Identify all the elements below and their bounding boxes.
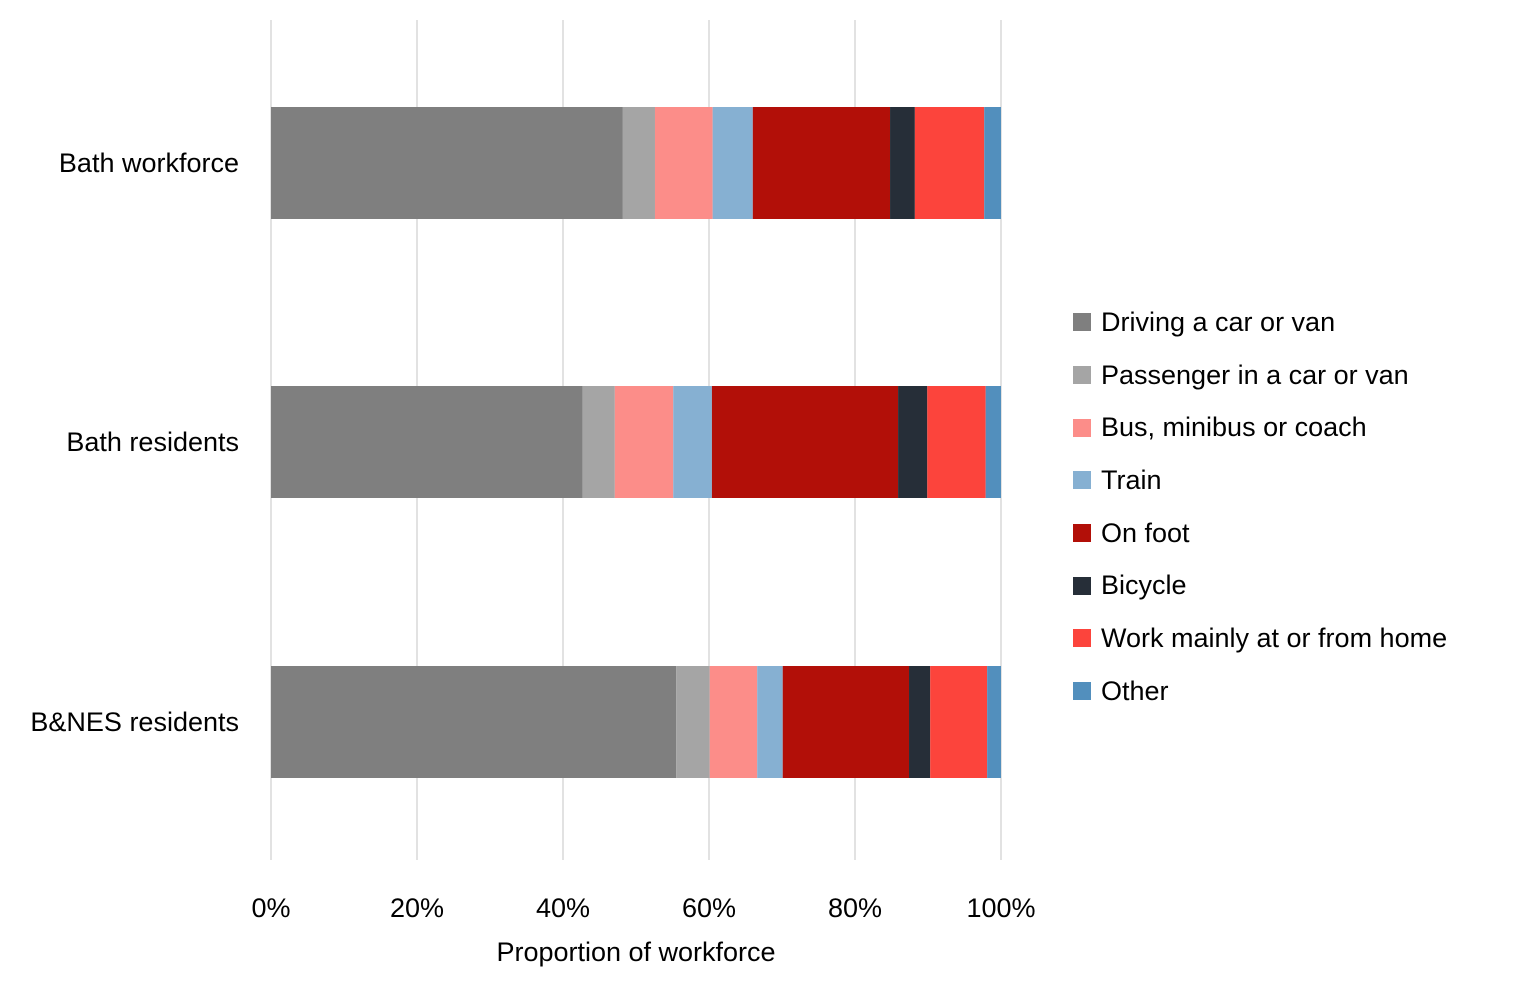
bar-segment — [676, 666, 710, 778]
bar-segment — [673, 386, 712, 498]
x-tick-label: 80% — [828, 893, 882, 923]
bar-segment — [890, 107, 915, 219]
legend-item: Driving a car or van — [1073, 296, 1447, 349]
x-axis-title: Proportion of workforce — [496, 937, 775, 967]
bar-segment — [271, 107, 623, 219]
bar-segment — [782, 666, 910, 778]
legend-label: Bicycle — [1101, 570, 1187, 601]
legend-swatch — [1073, 313, 1091, 332]
bar-segment — [930, 666, 988, 778]
x-tick-label: 20% — [390, 893, 444, 923]
x-tick-label: 100% — [966, 893, 1035, 923]
x-tick-label: 0% — [251, 893, 290, 923]
bar-segment — [271, 666, 677, 778]
x-axis-ticks: 0% 20% 40% 60% 80% 100% — [251, 893, 1035, 923]
legend-item: Passenger in a car or van — [1073, 349, 1447, 402]
legend-swatch — [1073, 418, 1091, 437]
bar-segment — [752, 107, 891, 219]
legend-label: Train — [1101, 464, 1162, 495]
category-label: Bath residents — [66, 427, 239, 457]
bar-segment — [614, 386, 674, 498]
legend-swatch — [1073, 682, 1091, 701]
bar-group — [271, 107, 1001, 219]
y-axis-categories: Bath workforce Bath residents B&NES reside… — [30, 148, 239, 737]
bar-segment — [757, 666, 783, 778]
bar-segment — [985, 386, 1001, 498]
bar-segment — [654, 107, 713, 219]
legend-swatch — [1073, 524, 1091, 543]
bar-segment — [927, 386, 986, 498]
bar-segment — [712, 107, 753, 219]
bar-segment — [987, 666, 1001, 778]
bar-segment — [909, 666, 931, 778]
legend-label: Passenger in a car or van — [1101, 359, 1409, 390]
legend-item: Bus, minibus or coach — [1073, 401, 1447, 454]
legend-swatch — [1073, 366, 1091, 385]
legend-item: Other — [1073, 665, 1447, 718]
bar-segment — [271, 386, 583, 498]
category-label: B&NES residents — [30, 707, 239, 737]
x-tick-label: 40% — [536, 893, 590, 923]
legend: Driving a car or van Passenger in a car o… — [1073, 296, 1447, 718]
legend-label: Driving a car or van — [1101, 306, 1336, 337]
category-label: Bath workforce — [59, 148, 239, 178]
bar-group — [271, 666, 1001, 778]
bars — [271, 107, 1001, 778]
legend-label: Bus, minibus or coach — [1101, 412, 1367, 443]
legend-item: On foot — [1073, 507, 1447, 560]
bar-segment — [582, 386, 615, 498]
bar-segment — [709, 666, 758, 778]
x-tick-label: 60% — [682, 893, 736, 923]
legend-swatch — [1073, 576, 1091, 595]
bar-segment — [984, 107, 1001, 219]
legend-label: Other — [1101, 675, 1169, 706]
legend-item: Bicycle — [1073, 559, 1447, 612]
bar-segment — [622, 107, 655, 219]
legend-item: Work mainly at or from home — [1073, 612, 1447, 665]
legend-label: On foot — [1101, 517, 1190, 548]
legend-swatch — [1073, 471, 1091, 490]
legend-swatch — [1073, 629, 1091, 648]
bar-segment — [914, 107, 985, 219]
bar-segment — [711, 386, 899, 498]
legend-item: Train — [1073, 454, 1447, 507]
bar-segment — [898, 386, 928, 498]
bar-group — [271, 386, 1001, 498]
legend-label: Work mainly at or from home — [1101, 622, 1448, 653]
